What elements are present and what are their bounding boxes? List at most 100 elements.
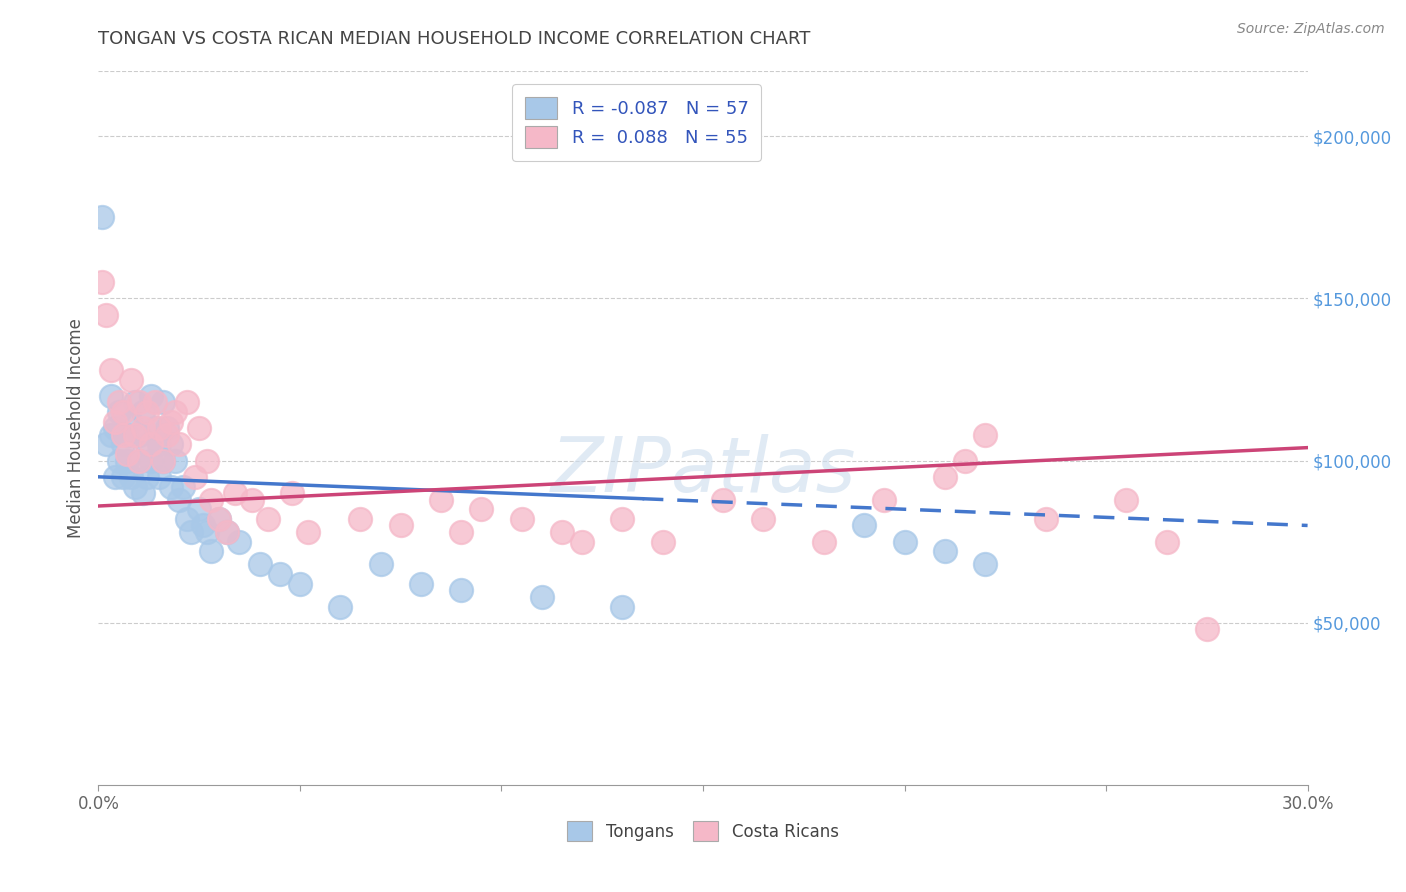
Point <box>240 492 263 507</box>
Point <box>156 421 179 435</box>
Point <box>200 544 222 558</box>
Point <box>172 479 194 493</box>
Point <box>132 421 155 435</box>
Point <box>256 512 278 526</box>
Point <box>115 447 138 461</box>
Point <box>163 405 186 419</box>
Point <box>163 453 186 467</box>
Point <box>91 275 114 289</box>
Point <box>1156 534 1178 549</box>
Point <box>1195 622 1218 636</box>
Point <box>208 512 231 526</box>
Point <box>752 512 775 526</box>
Point <box>96 437 118 451</box>
Point <box>228 534 250 549</box>
Point <box>124 395 146 409</box>
Point <box>450 524 472 539</box>
Point <box>193 518 215 533</box>
Point <box>188 502 211 516</box>
Point <box>974 427 997 442</box>
Point <box>103 470 125 484</box>
Point <box>530 590 553 604</box>
Point <box>152 395 174 409</box>
Text: ZIPatlas: ZIPatlas <box>550 434 856 508</box>
Point <box>128 453 150 467</box>
Point <box>135 437 157 451</box>
Point <box>184 470 207 484</box>
Point <box>100 427 122 442</box>
Point <box>349 512 371 526</box>
Point <box>329 599 352 614</box>
Point <box>139 453 162 467</box>
Legend: Tongans, Costa Ricans: Tongans, Costa Ricans <box>561 814 845 848</box>
Point <box>167 437 190 451</box>
Point <box>612 512 634 526</box>
Point <box>195 453 218 467</box>
Point <box>124 427 146 442</box>
Point <box>269 567 291 582</box>
Point <box>180 524 202 539</box>
Point <box>953 453 976 467</box>
Point <box>551 524 574 539</box>
Y-axis label: Median Household Income: Median Household Income <box>66 318 84 538</box>
Point <box>409 577 432 591</box>
Point <box>107 405 129 419</box>
Point <box>115 427 138 442</box>
Point <box>160 437 183 451</box>
Point <box>103 421 125 435</box>
Point <box>612 599 634 614</box>
Point <box>103 415 125 429</box>
Point <box>217 524 239 539</box>
Point <box>200 492 222 507</box>
Point <box>430 492 453 507</box>
Point <box>128 427 150 442</box>
Point <box>651 534 673 549</box>
Point <box>139 389 162 403</box>
Point <box>135 470 157 484</box>
Point <box>148 437 170 451</box>
Point <box>115 453 138 467</box>
Point <box>111 470 134 484</box>
Point <box>176 512 198 526</box>
Point <box>711 492 734 507</box>
Point <box>148 470 170 484</box>
Point <box>135 405 157 419</box>
Point <box>143 395 166 409</box>
Point <box>120 372 142 386</box>
Point <box>1035 512 1057 526</box>
Point <box>107 453 129 467</box>
Point <box>143 421 166 435</box>
Point <box>208 512 231 526</box>
Point <box>288 577 311 591</box>
Point <box>124 479 146 493</box>
Point <box>167 492 190 507</box>
Point <box>111 405 134 419</box>
Point <box>132 405 155 419</box>
Point <box>107 395 129 409</box>
Point <box>152 453 174 467</box>
Point <box>111 427 134 442</box>
Point <box>217 524 239 539</box>
Point <box>450 583 472 598</box>
Point <box>132 486 155 500</box>
Point <box>510 512 533 526</box>
Point <box>571 534 593 549</box>
Point <box>139 437 162 451</box>
Point <box>249 558 271 572</box>
Point <box>156 427 179 442</box>
Point <box>188 421 211 435</box>
Point <box>974 558 997 572</box>
Point <box>148 421 170 435</box>
Point <box>100 363 122 377</box>
Text: Source: ZipAtlas.com: Source: ZipAtlas.com <box>1237 22 1385 37</box>
Point <box>128 453 150 467</box>
Point <box>893 534 915 549</box>
Point <box>96 308 118 322</box>
Point <box>934 470 956 484</box>
Point <box>100 389 122 403</box>
Point <box>195 524 218 539</box>
Point <box>120 415 142 429</box>
Point <box>853 518 876 533</box>
Point <box>813 534 835 549</box>
Point <box>470 502 492 516</box>
